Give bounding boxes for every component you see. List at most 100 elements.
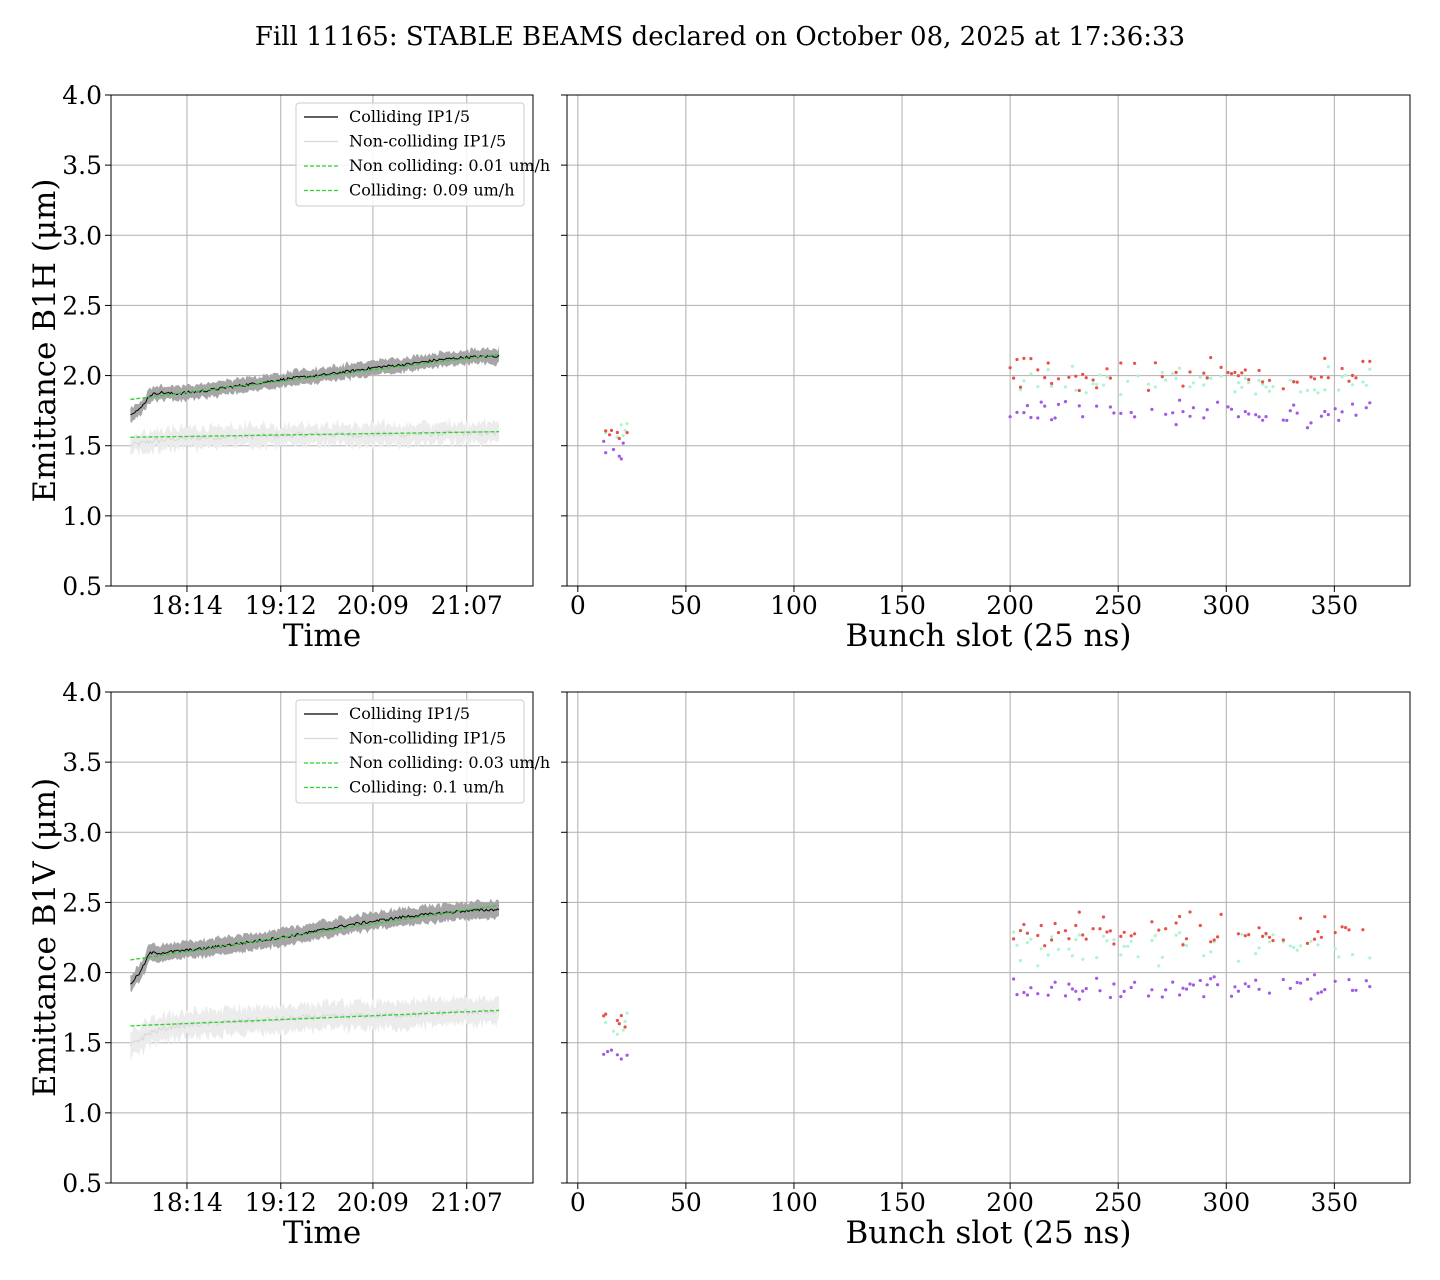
noncolliding-series-line — [130, 429, 500, 448]
bunch-point-mint — [1233, 390, 1237, 394]
x-tick-label: 100 — [770, 591, 818, 620]
bunch-point-purple — [602, 1052, 606, 1056]
bunch-point-mint — [1364, 383, 1368, 387]
x-tick-label: 200 — [986, 1188, 1034, 1217]
bunch-point-mint — [1309, 939, 1313, 944]
y-tick-label: 3.0 — [62, 221, 102, 250]
bunch-point-purple — [1309, 997, 1313, 1001]
bunch-point-purple — [1077, 997, 1081, 1001]
bunch-point-purple — [1340, 410, 1344, 414]
noncolliding-fit-line — [130, 1009, 500, 1027]
bunch-point-mint — [1323, 388, 1327, 392]
bunch-point-red — [1119, 361, 1123, 365]
bunch-point-mint — [1257, 946, 1261, 950]
bunch-point-purple — [1046, 993, 1050, 997]
x-tick-label: 0 — [570, 591, 586, 620]
y-tick-label: 2.0 — [62, 362, 102, 391]
bunch-point-mint — [1160, 955, 1164, 959]
axes-frame — [566, 691, 1411, 1184]
bunch-point-purple — [1323, 988, 1327, 992]
bunch-point-red — [1101, 915, 1106, 919]
bunch-point-mint — [1081, 957, 1085, 961]
bunch-point-red — [1067, 937, 1071, 941]
bunch-point-red — [1219, 365, 1223, 369]
bunch-point-red — [1305, 941, 1310, 946]
x-tick-label: 350 — [1310, 591, 1358, 620]
x-tick-label: 20:09 — [337, 1188, 409, 1217]
bunch-point-purple — [1171, 980, 1175, 984]
x-tick-label: 150 — [878, 1188, 926, 1217]
bunch-point-purple — [1319, 990, 1323, 994]
bunch-point-red — [1015, 357, 1019, 362]
bunch-point-red — [608, 433, 612, 437]
bunch-point-purple — [1074, 989, 1078, 993]
bunch-point-mint — [1350, 953, 1355, 957]
bunch-point-red — [1184, 937, 1189, 941]
bunch-point-red — [1160, 375, 1164, 379]
bunch-point-mint — [625, 422, 629, 426]
bunch-point-purple — [1108, 405, 1112, 409]
legend-label: Non colliding: 0.01 um/h — [349, 156, 550, 175]
bunch-point-purple — [1295, 980, 1299, 985]
bunch-point-red — [1108, 376, 1112, 380]
y-tick-label: 3.5 — [62, 748, 102, 777]
x-tick-label: 250 — [1094, 591, 1142, 620]
bunch-point-mint — [1029, 372, 1033, 376]
bunch-point-mint — [1129, 939, 1133, 943]
bunch-point-purple — [1347, 978, 1351, 982]
bunch-point-purple — [1305, 426, 1310, 430]
bunch-point-red — [1046, 361, 1050, 365]
bunch-point-mint — [1202, 954, 1206, 958]
bunch-point-purple — [1216, 983, 1220, 987]
bunch-point-purple — [1288, 409, 1292, 413]
bunch-point-purple — [1188, 982, 1192, 986]
bunch-point-mint — [1039, 947, 1043, 951]
bunch-point-red — [1146, 388, 1151, 392]
bunch-point-red — [1119, 934, 1123, 939]
legend-box — [295, 102, 525, 207]
bunch-point-red — [1236, 374, 1240, 378]
bunch-point-red — [1008, 366, 1012, 370]
bunch-point-purple — [1108, 995, 1112, 1000]
bunch-point-mint — [1077, 933, 1081, 937]
bunch-point-red — [1319, 375, 1323, 379]
bunch-point-red — [1150, 920, 1154, 924]
bunch-point-mint — [604, 1020, 608, 1025]
bunch-point-red — [1053, 921, 1057, 926]
bunch-point-mint — [1240, 932, 1244, 936]
bunch-point-red — [1271, 939, 1275, 943]
bunch-point-mint — [1368, 367, 1372, 371]
bunch-point-red — [1133, 932, 1137, 936]
bunch-point-purple — [1184, 987, 1189, 991]
bunch-point-purple — [1129, 410, 1133, 415]
bunch-point-red — [1108, 929, 1112, 933]
bunch-point-purple — [1281, 418, 1285, 422]
bunch-point-mint — [1095, 382, 1099, 386]
bunch-point-purple — [1025, 404, 1029, 408]
bunch-point-red — [1056, 931, 1061, 935]
bunch-point-purple — [1084, 987, 1088, 991]
bunch-point-mint — [1254, 392, 1258, 396]
bunch-point-purple — [1364, 406, 1368, 410]
bunch-point-purple — [1015, 410, 1019, 414]
x-tick-label: 20:09 — [337, 591, 409, 620]
bunch-point-purple — [1053, 416, 1057, 420]
bunch-point-red — [1299, 916, 1303, 920]
bunch-point-purple — [1077, 404, 1081, 408]
y-tick-label: 1.0 — [62, 1099, 102, 1128]
bunch-point-mint — [1174, 933, 1178, 937]
bunch-point-red — [1340, 366, 1344, 371]
bunch-point-red — [1025, 931, 1029, 935]
bunch-point-red — [1081, 933, 1085, 937]
bunch-point-red — [1226, 370, 1230, 375]
legend-label: Colliding IP1/5 — [349, 107, 470, 126]
bunch-point-red — [625, 431, 629, 435]
bunch-point-red — [615, 430, 620, 435]
bunch-point-purple — [617, 454, 621, 458]
bunch-point-purple — [1292, 403, 1296, 407]
axes-frame — [566, 94, 1411, 587]
bunch-point-purple — [1205, 983, 1209, 987]
bunch-point-purple — [1181, 410, 1185, 414]
bunch-point-mint — [1171, 371, 1175, 376]
x-tick-label: 18:14 — [151, 1188, 223, 1217]
